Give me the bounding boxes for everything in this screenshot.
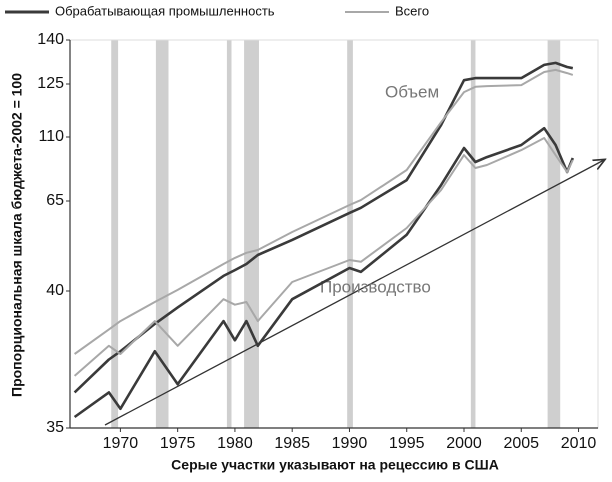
trend-arrow xyxy=(104,160,604,426)
x-tick-label: 2005 xyxy=(503,435,539,452)
plot-frame xyxy=(69,39,599,429)
series-line xyxy=(73,137,574,377)
legend-label: Всего xyxy=(395,3,429,18)
x-tick-label: 1980 xyxy=(217,435,253,452)
y-tick-label: 140 xyxy=(37,31,64,48)
x-tick-label: 1995 xyxy=(389,435,425,452)
recession-band xyxy=(244,40,259,428)
x-axis-title: Серые участки указывают на рецессию в СШ… xyxy=(171,457,499,473)
series-line xyxy=(73,126,575,419)
recession-band xyxy=(470,40,476,428)
recession-band xyxy=(155,40,169,428)
recession-band xyxy=(547,40,561,428)
x-tick-label: 1970 xyxy=(103,435,139,452)
annotation: Объем xyxy=(385,82,439,101)
y-tick-label: 65 xyxy=(46,192,64,209)
x-tick-label: 1990 xyxy=(332,435,368,452)
legend-label: Обрабатывающая промышленность xyxy=(55,3,275,18)
y-tick-label: 40 xyxy=(46,282,64,299)
annotation: Производство xyxy=(320,277,431,296)
y-axis-title: Пропорциональная шкала бюджета-2002 = 10… xyxy=(9,73,25,397)
series-line xyxy=(73,61,574,394)
series-line xyxy=(74,68,574,355)
x-tick-label: 2010 xyxy=(561,435,597,452)
y-tick-label: 125 xyxy=(37,75,64,92)
recession-band xyxy=(226,40,232,428)
x-tick-label: 1985 xyxy=(274,435,310,452)
x-tick-label: 2000 xyxy=(446,435,482,452)
recession-band xyxy=(111,40,119,428)
x-tick-label: 1975 xyxy=(160,435,196,452)
y-tick-label: 35 xyxy=(46,419,64,436)
y-tick-label: 110 xyxy=(38,128,64,145)
recession-band xyxy=(347,40,353,428)
